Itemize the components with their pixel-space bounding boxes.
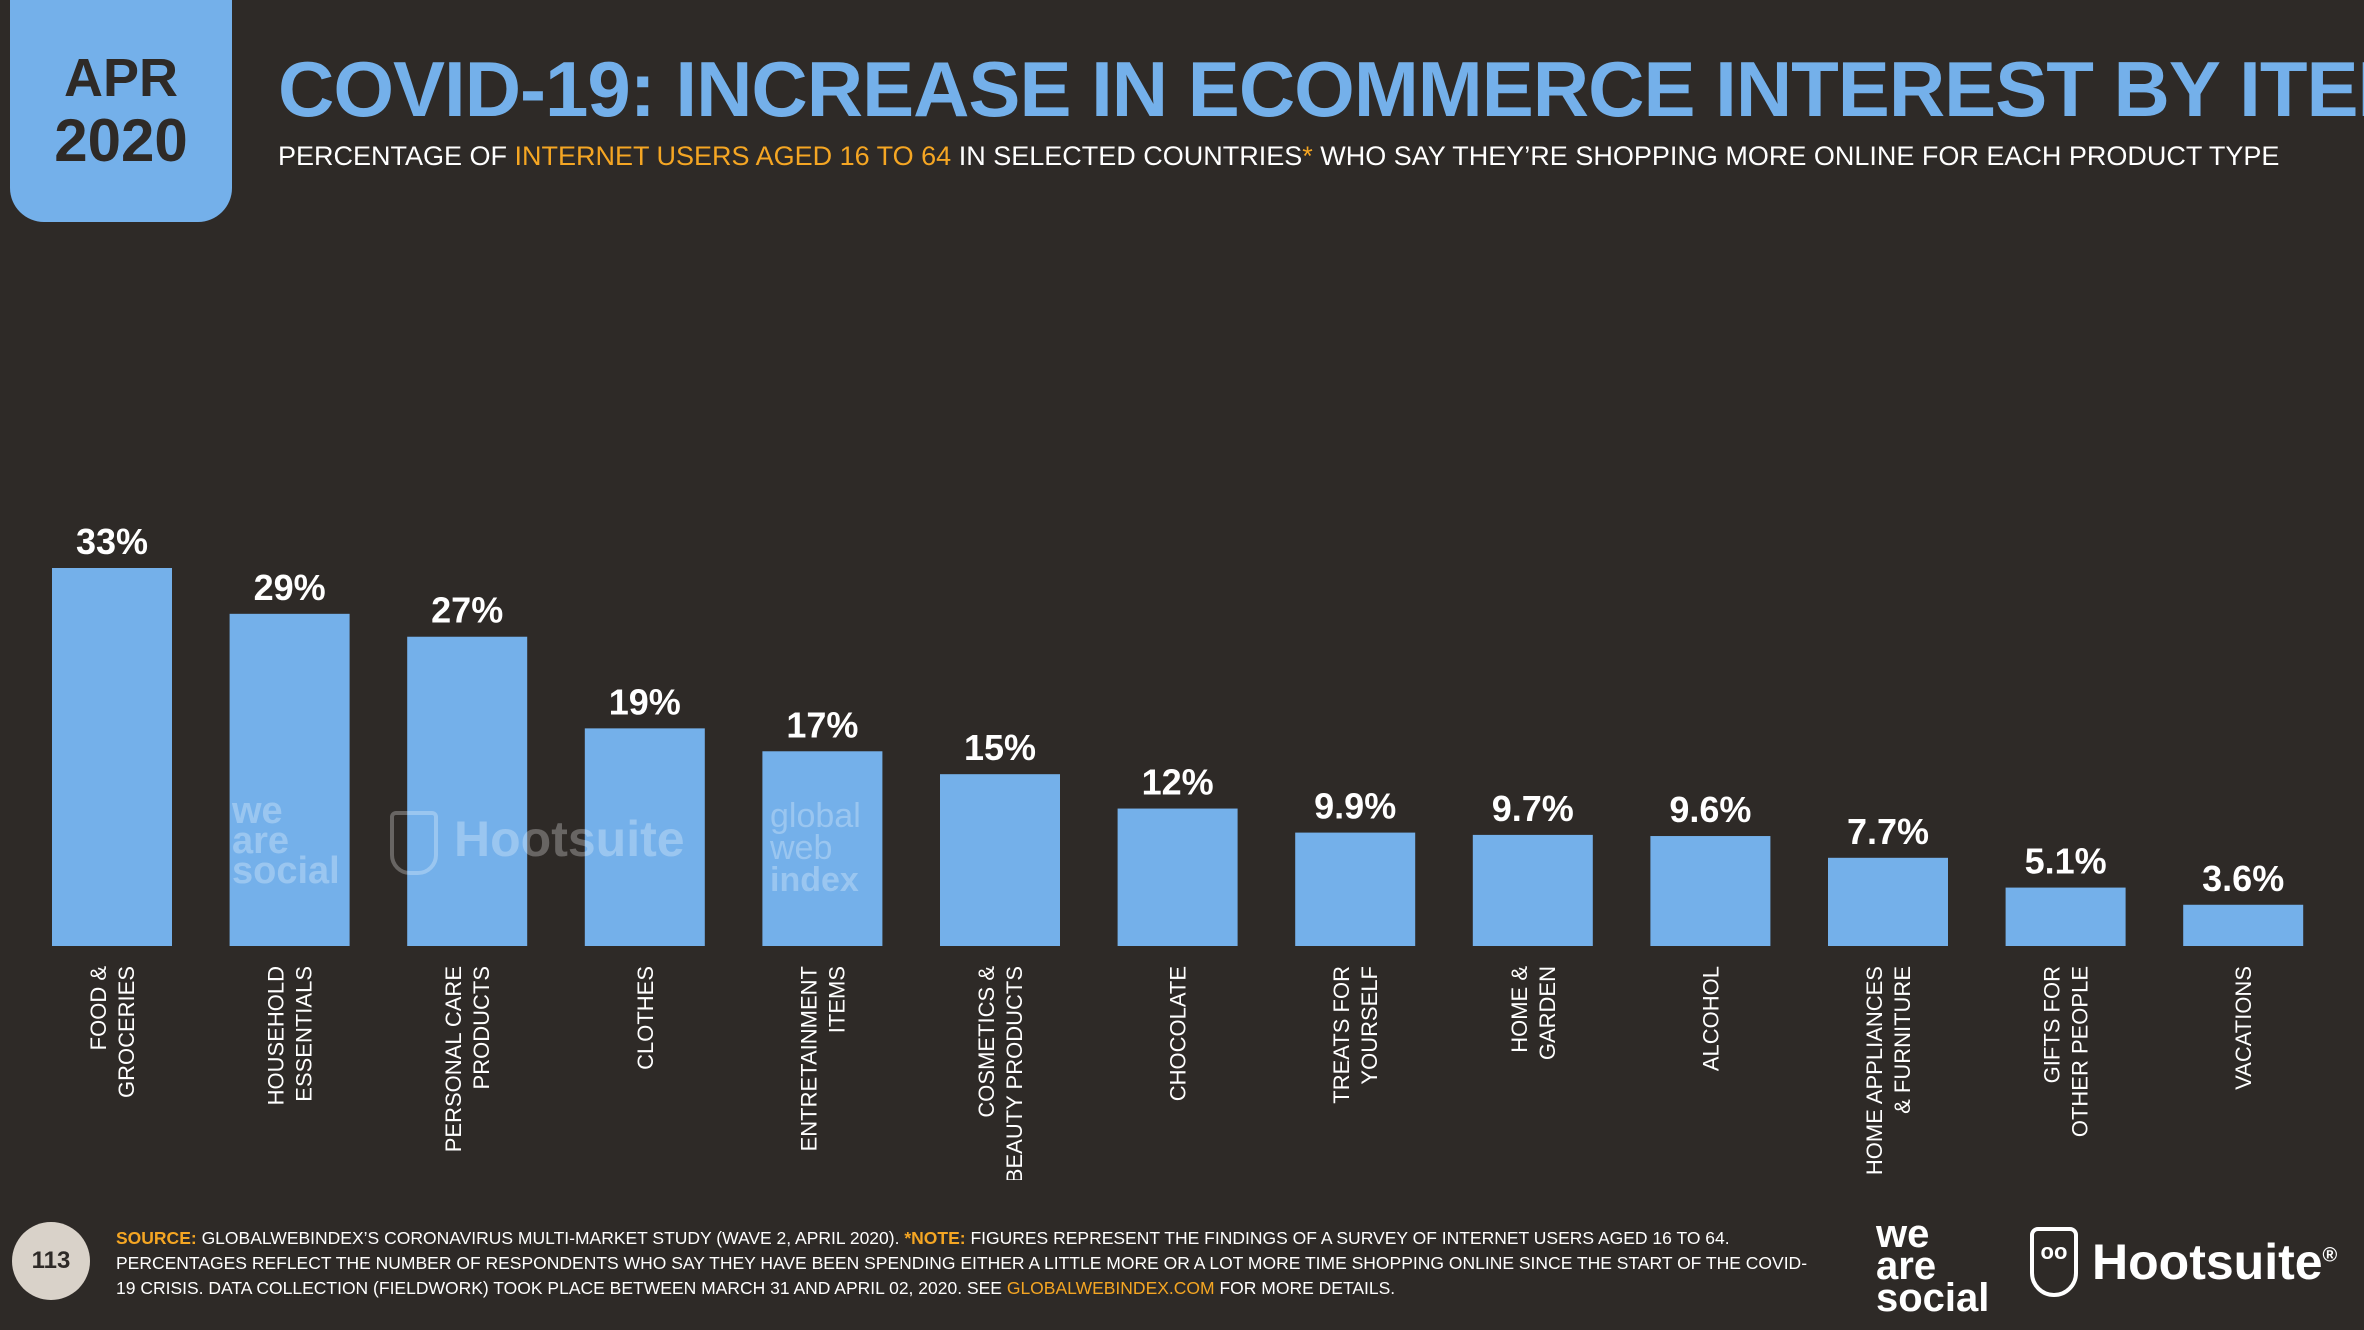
- watermark-hootsuite: Hootsuite: [390, 810, 685, 875]
- category-label-10-line-1: & FURNITURE: [1890, 966, 1915, 1114]
- source-text: GLOBALWEBINDEX’S CORONAVIRUS MULTI-MARKE…: [196, 1228, 905, 1248]
- note-text: FIGURES REPRESENT THE FINDINGS OF A SURV…: [116, 1228, 1808, 1298]
- tail-text: FOR MORE DETAILS.: [1214, 1278, 1396, 1298]
- bar-1: [229, 613, 350, 946]
- category-label-7-line-0: TREATS FOR: [1329, 966, 1354, 1104]
- watermark-global-web-index: global web index: [770, 797, 861, 899]
- category-label-0-line-1: GROCERIES: [114, 966, 139, 1098]
- category-label-4-line-0: ENTRETAINMENT: [796, 966, 821, 1151]
- bar-10: [1828, 857, 1948, 946]
- value-label-6: 12%: [1142, 762, 1214, 803]
- page-number: 113: [12, 1222, 90, 1300]
- category-label-12-line-0: VACATIONS: [2231, 966, 2256, 1090]
- bar-0: [52, 568, 172, 946]
- category-label-1-line-0: HOUSEHOLD: [264, 966, 289, 1105]
- category-label-2: PERSONAL CARE PRODUCTS: [441, 966, 494, 1152]
- category-label-8-line-0: HOME &: [1507, 966, 1532, 1053]
- value-label-1: 29%: [254, 567, 326, 608]
- page-title: COVID-19: INCREASE IN ECOMMERCE INTEREST…: [278, 45, 2364, 133]
- category-label-9-line-0: ALCOHOL: [1698, 966, 1723, 1071]
- subtitle-mid: IN SELECTED COUNTRIES: [951, 141, 1303, 171]
- category-label-0-line-0: FOOD &: [86, 966, 111, 1051]
- value-label-10: 7.7%: [1847, 811, 1929, 852]
- bar-11: [2005, 887, 2126, 946]
- value-label-11: 5.1%: [2025, 841, 2107, 882]
- source-note: SOURCE: GLOBALWEBINDEX’S CORONAVIRUS MUL…: [116, 1226, 1816, 1301]
- source-label: SOURCE:: [116, 1228, 197, 1248]
- subtitle-pre: PERCENTAGE OF: [278, 141, 515, 171]
- category-label-7-line-1: YOURSELF: [1357, 966, 1382, 1085]
- bar-3: [584, 728, 705, 946]
- value-label-0: 33%: [76, 521, 148, 562]
- category-label-0: FOOD & GROCERIES: [86, 966, 139, 1098]
- category-label-1-line-1: ESSENTIALS: [292, 966, 317, 1102]
- category-label-5-line-0: COSMETICS &: [974, 966, 999, 1118]
- bar-9: [1650, 836, 1771, 946]
- category-label-1: HOUSEHOLD ESSENTIALS: [264, 966, 317, 1105]
- registered-mark: ®: [2322, 1244, 2338, 1267]
- value-label-3: 19%: [609, 681, 681, 722]
- value-label-2: 27%: [431, 590, 503, 631]
- value-label-7: 9.9%: [1314, 786, 1396, 827]
- category-label-8: HOME & GARDEN: [1507, 966, 1560, 1060]
- category-label-3: CLOTHES: [633, 966, 658, 1070]
- value-label-5: 15%: [964, 727, 1036, 768]
- category-label-11-line-0: GIFTS FOR: [2040, 966, 2065, 1083]
- bar-8: [1472, 834, 1593, 946]
- subtitle-star: *: [1302, 141, 1313, 171]
- bar-5: [940, 774, 1060, 946]
- category-label-10-line-0: HOME APPLIANCES: [1862, 966, 1887, 1175]
- value-label-4: 17%: [786, 704, 858, 745]
- page-subtitle: PERCENTAGE OF INTERNET USERS AGED 16 TO …: [278, 138, 2348, 174]
- we-are-social-logo: we are social: [1876, 1212, 1990, 1320]
- value-label-12: 3.6%: [2202, 858, 2284, 899]
- category-label-8-line-1: GARDEN: [1535, 966, 1560, 1060]
- category-label-2-line-0: PERSONAL CARE: [441, 966, 466, 1152]
- source-link[interactable]: GLOBALWEBINDEX.COM: [1006, 1278, 1215, 1298]
- category-label-6: CHOCOLATE: [1166, 966, 1191, 1101]
- category-label-12: VACATIONS: [2231, 966, 2256, 1090]
- watermark-owl-icon: [390, 810, 438, 875]
- category-label-6-line-0: CHOCOLATE: [1166, 966, 1191, 1101]
- subtitle-post: WHO SAY THEY’RE SHOPPING MORE ONLINE FOR…: [1312, 141, 2280, 171]
- category-label-2-line-1: PRODUCTS: [469, 966, 494, 1089]
- category-label-11-line-1: OTHER PEOPLE: [2068, 966, 2093, 1137]
- value-label-9: 9.6%: [1669, 789, 1751, 830]
- watermark-we-are-social: we are social: [232, 790, 340, 892]
- bar-7: [1295, 832, 1416, 946]
- category-label-5-line-1: BEAUTY PRODUCTS: [1002, 966, 1027, 1180]
- category-label-7: TREATS FOR YOURSELF: [1329, 966, 1382, 1104]
- note-label: *NOTE:: [904, 1228, 966, 1248]
- category-label-10: HOME APPLIANCES & FURNITURE: [1862, 966, 1915, 1175]
- badge-month: APR: [63, 48, 178, 108]
- owl-icon: oo: [2030, 1227, 2078, 1297]
- category-label-5: COSMETICS & BEAUTY PRODUCTS: [974, 966, 1027, 1180]
- value-label-8: 9.7%: [1492, 788, 1574, 829]
- category-label-3-line-0: CLOTHES: [633, 966, 658, 1070]
- hootsuite-logo: oo Hootsuite®: [2030, 1224, 2337, 1300]
- category-label-4: ENTRETAINMENT ITEMS: [796, 966, 849, 1151]
- bar-6: [1117, 808, 1238, 946]
- bar-4: [762, 751, 883, 946]
- bar-2: [407, 636, 528, 946]
- category-label-11: GIFTS FOR OTHER PEOPLE: [2040, 966, 2093, 1137]
- category-label-9: ALCOHOL: [1698, 966, 1723, 1071]
- bar-12: [2183, 904, 2304, 946]
- date-badge: APR 2020: [10, 0, 232, 222]
- bar-chart: 33% FOOD & GROCERIES 29% HOUSEHOLD ESSENTIALS…: [52, 521, 2304, 1180]
- hootsuite-logo-text: Hootsuite: [2092, 1234, 2323, 1290]
- subtitle-highlight: INTERNET USERS AGED 16 TO 64: [514, 141, 952, 171]
- badge-year: 2020: [54, 107, 188, 174]
- category-label-4-line-1: ITEMS: [824, 966, 849, 1033]
